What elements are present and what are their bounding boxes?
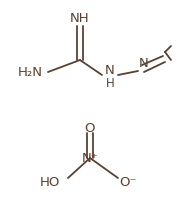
Text: N⁺: N⁺ bbox=[82, 152, 98, 166]
Text: H₂N: H₂N bbox=[17, 66, 43, 78]
Text: N: N bbox=[139, 56, 149, 69]
Text: O⁻: O⁻ bbox=[119, 176, 137, 189]
Text: H: H bbox=[106, 76, 114, 89]
Text: HO: HO bbox=[40, 176, 60, 189]
Text: O: O bbox=[85, 122, 95, 134]
Text: N: N bbox=[105, 64, 115, 76]
Text: NH: NH bbox=[70, 11, 90, 25]
